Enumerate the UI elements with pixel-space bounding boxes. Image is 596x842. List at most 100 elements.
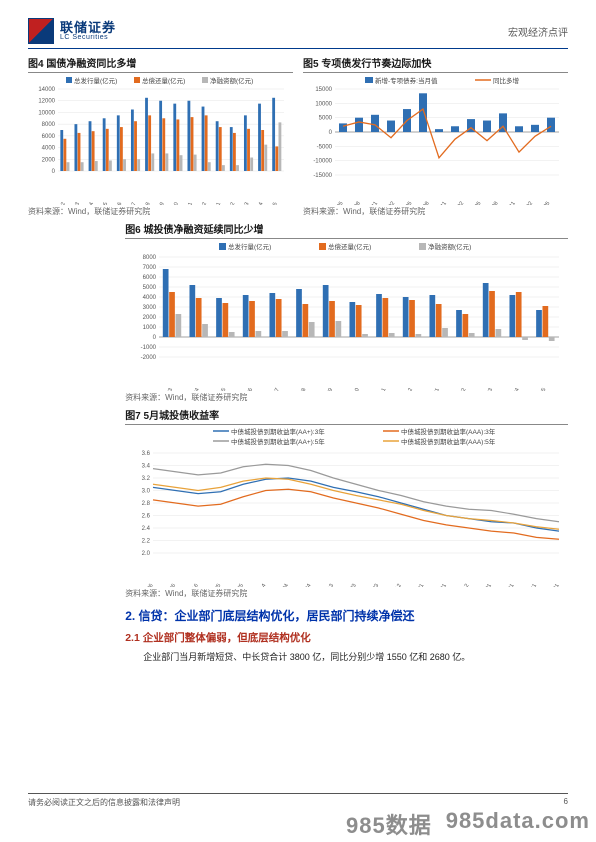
svg-text:-5000: -5000: [317, 144, 333, 150]
svg-text:2023-02: 2023-02: [54, 202, 67, 205]
svg-text:2.8: 2.8: [142, 501, 151, 507]
svg-text:2023-08-25: 2023-08-25: [226, 583, 245, 587]
svg-text:2023-07-16: 2023-07-16: [181, 583, 200, 587]
svg-text:10000: 10000: [38, 110, 55, 116]
svg-text:2023-06: 2023-06: [240, 387, 254, 391]
svg-text:-1000: -1000: [141, 345, 157, 351]
svg-text:2023-08: 2023-08: [294, 387, 308, 391]
svg-text:14000: 14000: [38, 87, 55, 93]
svg-text:2024-05: 2024-05: [535, 201, 551, 205]
chart6-source: 资料来源：Wind，联储证券研究院: [125, 392, 568, 403]
svg-text:2022-05: 2022-05: [397, 201, 413, 205]
svg-text:4000: 4000: [42, 146, 56, 152]
svg-text:-15000: -15000: [313, 173, 332, 179]
svg-text:2023-08: 2023-08: [139, 202, 152, 205]
page-header: 联储证券 LC Securities 宏观经济点评: [28, 18, 568, 49]
svg-text:3.4: 3.4: [142, 464, 151, 470]
svg-text:3.6: 3.6: [142, 451, 151, 457]
svg-text:3.0: 3.0: [142, 489, 151, 495]
chart5: 新增-专项债券:当月值同比多增-15000-10000-500005000100…: [303, 75, 568, 205]
chart6-title: 图6 城投债净融资延续同比少增: [125, 221, 568, 239]
svg-text:2024-04: 2024-04: [252, 202, 265, 205]
svg-text:总发行量(亿元): 总发行量(亿元): [228, 242, 271, 251]
svg-text:2022-11: 2022-11: [432, 201, 448, 205]
svg-text:中债城投债到期收益率(AA+):3年: 中债城投债到期收益率(AA+):3年: [231, 427, 325, 436]
svg-text:2023-11-13: 2023-11-13: [316, 583, 335, 587]
svg-text:8000: 8000: [42, 122, 56, 128]
watermark: 985数据 985data.com: [346, 808, 590, 840]
svg-text:3000: 3000: [143, 305, 157, 311]
svg-text:2023-02: 2023-02: [449, 201, 465, 205]
svg-text:2023-08: 2023-08: [483, 201, 499, 205]
svg-text:2021-11: 2021-11: [363, 201, 379, 205]
svg-text:2023-07: 2023-07: [267, 387, 281, 391]
svg-text:2024-03: 2024-03: [480, 387, 494, 391]
svg-text:-10000: -10000: [313, 159, 332, 165]
body-paragraph: 企业部门当月新增短贷、中长贷合计 3800 亿，同比分别少增 1550 亿和 2…: [125, 651, 568, 665]
svg-text:2022-08: 2022-08: [414, 201, 430, 205]
svg-text:10000: 10000: [315, 101, 332, 107]
svg-text:2024-04-01: 2024-04-01: [474, 583, 493, 587]
svg-text:2021-08: 2021-08: [345, 201, 361, 205]
svg-text:2021-05: 2021-05: [328, 201, 344, 205]
svg-text:2023-10-24: 2023-10-24: [294, 583, 313, 587]
svg-text:2024-05: 2024-05: [534, 387, 548, 391]
chart5-source: 资料来源：Wind，联储证券研究院: [303, 206, 568, 217]
svg-text:2024-05-31: 2024-05-31: [542, 583, 561, 587]
svg-text:4000: 4000: [143, 295, 157, 301]
svg-text:总偿还量(亿元): 总偿还量(亿元): [328, 242, 371, 251]
svg-text:2023-03: 2023-03: [160, 387, 174, 391]
svg-text:2024-02: 2024-02: [454, 387, 468, 391]
svg-text:中债城投债到期收益率(AAA):5年: 中债城投债到期收益率(AAA):5年: [401, 437, 496, 446]
logo-icon: [28, 18, 54, 44]
chart7-source: 资料来源：Wind，联储证券研究院: [125, 588, 568, 599]
svg-text:2023-10: 2023-10: [347, 387, 361, 391]
chart4-source: 资料来源：Wind，联储证券研究院: [28, 206, 293, 217]
svg-text:中债城投债到期收益率(AAA):3年: 中债城投债到期收益率(AAA):3年: [401, 427, 496, 436]
svg-text:6000: 6000: [42, 134, 56, 140]
chart4-title: 图4 国债净融资同比多增: [28, 55, 293, 73]
svg-text:2022-02: 2022-02: [380, 201, 396, 205]
logo-en: LC Securities: [60, 34, 116, 41]
svg-text:同比多增: 同比多增: [493, 76, 519, 85]
svg-text:0: 0: [329, 130, 333, 136]
logo: 联储证券 LC Securities: [28, 18, 116, 44]
watermark-left: 985数据: [346, 808, 432, 840]
svg-text:1000: 1000: [143, 325, 157, 331]
svg-text:2023-05: 2023-05: [214, 387, 228, 391]
svg-text:2024-01: 2024-01: [210, 202, 223, 205]
chart4: 总发行量(亿元)总偿还量(亿元)净融资额(亿元)0200040006000800…: [28, 75, 293, 205]
svg-text:2000: 2000: [42, 157, 56, 163]
svg-text:2024-04: 2024-04: [507, 387, 521, 391]
svg-text:0: 0: [153, 335, 157, 341]
page-number: 6: [564, 797, 568, 808]
svg-text:2.0: 2.0: [142, 551, 151, 557]
svg-text:2023-06-06: 2023-06-06: [136, 583, 155, 587]
svg-text:2023-05: 2023-05: [97, 202, 110, 205]
svg-text:2023-09: 2023-09: [153, 202, 166, 205]
svg-text:2023-09-14: 2023-09-14: [248, 583, 267, 587]
svg-text:2023-12-23: 2023-12-23: [361, 583, 380, 587]
svg-text:2023-06: 2023-06: [111, 202, 124, 205]
svg-text:3.2: 3.2: [142, 476, 151, 482]
svg-text:2024-02-01: 2024-02-01: [406, 583, 425, 587]
header-category: 宏观经济点评: [508, 24, 568, 39]
chart7: 中债城投债到期收益率(AA+):3年中债城投债到期收益率(AAA):3年中债城投…: [125, 427, 568, 587]
svg-text:2023-11: 2023-11: [182, 202, 194, 205]
logo-cn: 联储证券: [60, 21, 116, 34]
svg-text:2024-01-12: 2024-01-12: [384, 583, 403, 587]
svg-text:2.2: 2.2: [142, 539, 151, 545]
svg-text:-2000: -2000: [141, 355, 157, 361]
svg-text:净融资额(亿元): 净融资额(亿元): [210, 76, 253, 85]
svg-text:新增-专项债券:当月值: 新增-专项债券:当月值: [375, 76, 438, 85]
svg-text:8000: 8000: [143, 255, 157, 261]
svg-text:2023-04: 2023-04: [83, 202, 96, 205]
chart5-title: 图5 专项债发行节奏边际加快: [303, 55, 568, 73]
svg-text:2024-04-21: 2024-04-21: [497, 583, 516, 587]
svg-text:2024-03: 2024-03: [238, 202, 251, 205]
svg-text:2024-02: 2024-02: [224, 202, 237, 205]
svg-text:中债城投债到期收益率(AA+):5年: 中债城投债到期收益率(AA+):5年: [231, 437, 325, 446]
svg-text:12000: 12000: [38, 99, 55, 105]
chart7-title: 图7 5月城投债收益率: [125, 407, 568, 425]
svg-text:净融资额(亿元): 净融资额(亿元): [428, 242, 471, 251]
